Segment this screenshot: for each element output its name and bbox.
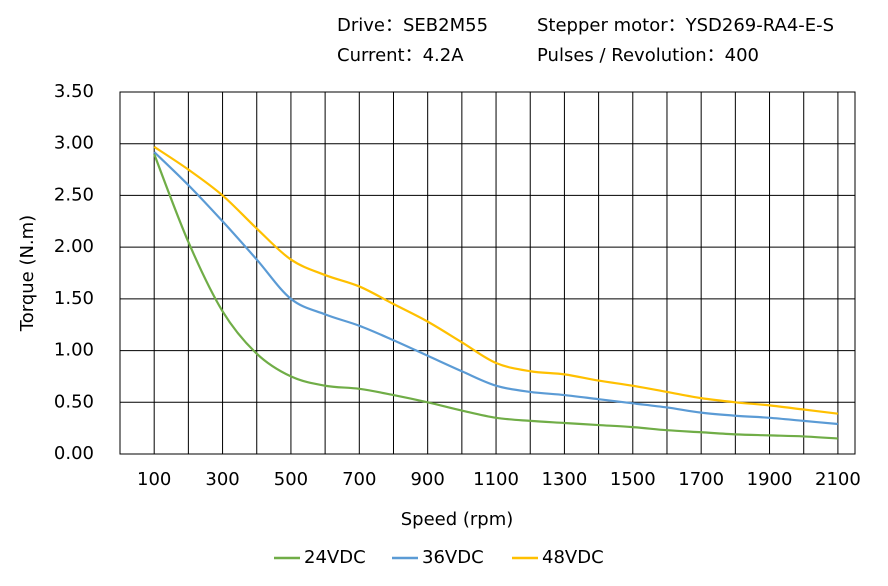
legend-label: 48VDC: [542, 547, 604, 568]
header-text: Drive：SEB2M55: [337, 15, 488, 36]
y-tick-label: 1.50: [54, 288, 94, 309]
y-tick-label: 0.00: [54, 443, 94, 464]
y-tick-label: 3.00: [54, 133, 94, 154]
header-text: Pulses / Revolution：400: [537, 45, 759, 66]
x-tick-label: 1700: [678, 469, 724, 490]
header-text: Stepper motor：YSD269-RA4-E-S: [537, 15, 834, 36]
x-tick-label: 2100: [815, 469, 861, 490]
y-tick-label: 2.50: [54, 184, 94, 205]
x-tick-label: 500: [274, 469, 308, 490]
x-tick-label: 300: [205, 469, 239, 490]
x-tick-label: 1300: [542, 469, 588, 490]
plot-area: [119, 91, 856, 455]
y-tick-label: 0.50: [54, 391, 94, 412]
x-tick-label: 700: [342, 469, 376, 490]
y-tick-label: 3.50: [54, 81, 94, 102]
series-line: [153, 153, 838, 440]
x-axis-title: Speed (rpm): [401, 509, 514, 530]
x-tick-label: 1500: [610, 469, 656, 490]
x-tick-label: 100: [137, 469, 171, 490]
y-tick-label: 2.00: [54, 236, 94, 257]
header-text: Current：4.2A: [337, 45, 464, 66]
series-line: [153, 151, 839, 426]
series-line: [153, 145, 839, 415]
y-axis-title: Torque (N.m): [17, 215, 38, 332]
y-tick-label: 1.00: [54, 340, 94, 361]
legend-label: 36VDC: [422, 547, 484, 568]
x-tick-label: 1900: [747, 469, 793, 490]
x-tick-label: 900: [410, 469, 444, 490]
legend-label: 24VDC: [304, 547, 366, 568]
x-tick-label: 1100: [473, 469, 519, 490]
